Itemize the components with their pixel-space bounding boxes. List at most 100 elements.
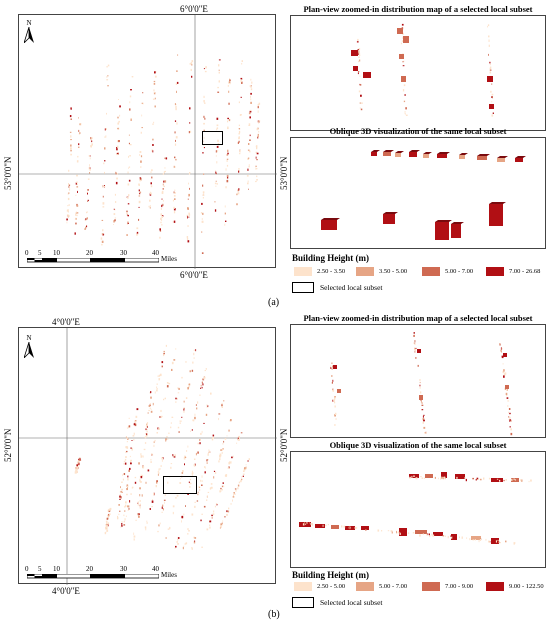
building-cluster bbox=[87, 189, 89, 191]
building-cluster bbox=[181, 515, 184, 519]
building-cluster bbox=[129, 144, 132, 146]
building-cluster bbox=[150, 410, 153, 413]
building-cluster bbox=[166, 382, 169, 384]
building-cluster bbox=[163, 353, 165, 355]
building-cluster bbox=[356, 41, 359, 43]
building-cluster bbox=[150, 192, 152, 195]
building-cluster bbox=[188, 213, 191, 216]
building-cluster bbox=[124, 510, 126, 512]
building-cluster bbox=[177, 537, 180, 539]
building-block bbox=[441, 472, 447, 478]
building-cluster bbox=[488, 39, 490, 42]
legend-item: 5.00 - 7.00 bbox=[422, 265, 473, 277]
building-cluster bbox=[217, 150, 219, 152]
building-cluster bbox=[396, 530, 397, 534]
plan-view-title: Plan-view zoomed-in distribution map of … bbox=[303, 313, 533, 323]
building-cluster bbox=[67, 210, 69, 213]
building-cluster bbox=[359, 59, 361, 62]
building-cluster bbox=[118, 513, 120, 516]
building-cluster bbox=[76, 204, 79, 207]
building-cluster bbox=[78, 146, 80, 148]
building-cluster bbox=[520, 479, 522, 482]
building-cluster bbox=[137, 504, 140, 506]
building-block bbox=[383, 152, 391, 156]
building-cluster bbox=[422, 418, 425, 421]
building-cluster bbox=[201, 546, 203, 548]
legend-title: Building Height (m) bbox=[292, 570, 370, 580]
building-cluster bbox=[226, 158, 229, 160]
building-cluster bbox=[157, 375, 160, 377]
building-cluster bbox=[124, 506, 126, 508]
building-cluster bbox=[187, 225, 189, 227]
building-cluster bbox=[185, 361, 187, 363]
building-cluster bbox=[164, 397, 166, 400]
building-cluster bbox=[218, 71, 220, 74]
building-cluster bbox=[224, 205, 226, 208]
building-cluster bbox=[151, 500, 154, 503]
scale-tick-label: 10 bbox=[53, 249, 60, 257]
building-cluster bbox=[70, 144, 72, 147]
building-cluster bbox=[212, 436, 214, 439]
building-cluster bbox=[222, 443, 224, 445]
building-cluster bbox=[128, 417, 130, 419]
building-cluster bbox=[181, 520, 182, 523]
oblique-view-buildings bbox=[299, 472, 532, 545]
building-cluster bbox=[126, 446, 129, 449]
building-cluster bbox=[77, 155, 79, 158]
building-cluster bbox=[127, 485, 129, 488]
building-cluster bbox=[177, 387, 179, 389]
building-cluster bbox=[74, 232, 76, 235]
building-block bbox=[451, 534, 457, 540]
legend-item: 2.50 - 3.50 bbox=[294, 265, 345, 277]
building-cluster bbox=[194, 537, 197, 539]
north-label: N bbox=[26, 19, 32, 27]
building-cluster bbox=[199, 442, 201, 445]
building-cluster bbox=[179, 422, 181, 424]
building-cluster bbox=[434, 476, 436, 479]
building-cluster bbox=[70, 135, 72, 138]
building-cluster bbox=[214, 201, 216, 203]
building-cluster bbox=[67, 209, 69, 211]
building-cluster bbox=[113, 224, 114, 225]
building-cluster bbox=[164, 180, 167, 183]
building-cluster bbox=[221, 404, 223, 407]
building-cluster bbox=[107, 85, 109, 87]
building-cluster bbox=[206, 499, 208, 501]
building-cluster bbox=[174, 143, 177, 146]
building-cluster bbox=[203, 95, 205, 98]
building-cluster bbox=[249, 116, 251, 119]
building-cluster bbox=[414, 351, 416, 353]
building-cluster bbox=[171, 361, 174, 365]
building-cluster bbox=[89, 157, 91, 160]
building-cluster bbox=[208, 449, 210, 452]
building-cluster bbox=[130, 462, 132, 465]
building-cluster bbox=[357, 38, 359, 42]
building-cluster bbox=[84, 228, 86, 230]
building-cluster bbox=[218, 460, 220, 463]
building-cluster bbox=[165, 439, 167, 442]
building-cluster bbox=[123, 473, 126, 475]
building-cluster bbox=[127, 505, 129, 508]
building-cluster bbox=[126, 212, 128, 215]
building-cluster bbox=[153, 444, 155, 447]
building-cluster bbox=[141, 474, 144, 477]
building-cluster bbox=[238, 435, 240, 438]
building-cluster bbox=[105, 128, 107, 130]
building-cluster bbox=[200, 432, 202, 435]
building-cluster bbox=[104, 532, 107, 535]
building-cluster bbox=[186, 214, 188, 216]
building-cluster bbox=[149, 205, 151, 207]
building-cluster bbox=[348, 526, 350, 529]
building-cluster bbox=[230, 503, 232, 505]
building-cluster bbox=[212, 513, 215, 516]
building-cluster bbox=[250, 88, 253, 91]
building-cluster bbox=[496, 478, 499, 480]
building-cluster bbox=[121, 523, 123, 525]
building-cluster bbox=[127, 509, 129, 511]
building-cluster bbox=[187, 240, 190, 243]
building-cluster bbox=[116, 177, 118, 180]
building-cluster bbox=[331, 368, 333, 370]
building-roof bbox=[435, 220, 452, 222]
building-cluster bbox=[189, 63, 191, 65]
building-cluster bbox=[156, 389, 158, 392]
